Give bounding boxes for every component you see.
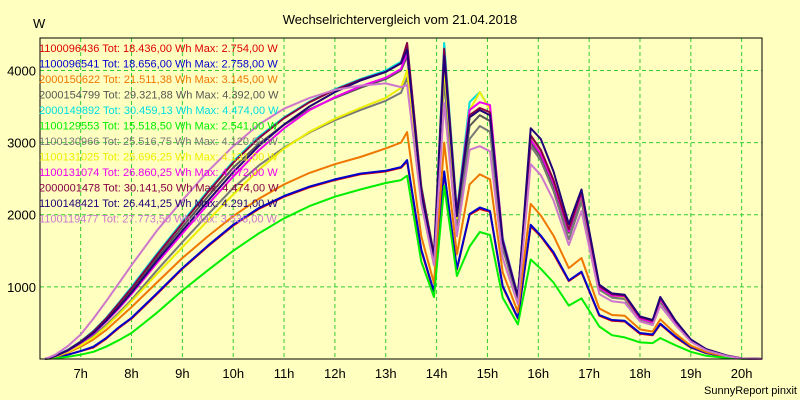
x-tick-label: 20h: [731, 366, 753, 381]
legend-entry-2000150622: 2000150622 Tot: 21.511,38 Wh Max: 3.145,…: [39, 74, 278, 86]
legend-entry-1100131025: 1100131025 Tot: 25.696,25 Wh Max: 4.131,…: [39, 152, 278, 164]
x-tick-label: 19h: [680, 366, 702, 381]
legend-entry-1100148421: 1100148421 Tot: 26.441,25 Wh Max: 4.291,…: [39, 198, 278, 210]
x-tick-label: 8h: [124, 366, 138, 381]
legend-entry-2000149892: 2000149892 Tot: 30.459,13 Wh Max: 4.474,…: [39, 105, 279, 117]
legend-entry-2000001478: 2000001478 Tot: 30.141,50 Wh Max: 4.474,…: [39, 183, 279, 195]
chart-title: Wechselrichtervergleich vom 21.04.2018: [283, 12, 518, 27]
series-line-1100096541: [44, 159, 763, 360]
x-tick-label: 10h: [222, 366, 244, 381]
legend-entry-1100096436: 1100096436 Tot: 18.436,00 Wh Max: 2.754,…: [39, 43, 278, 55]
x-tick-label: 12h: [324, 366, 346, 381]
legend-entry-1100119477: 1100119477 Tot: 27.773,50 Wh Max: 3.536,…: [39, 214, 278, 226]
x-tick-label: 18h: [629, 366, 651, 381]
x-tick-label: 7h: [73, 366, 87, 381]
y-tick-label: 1000: [7, 280, 36, 295]
series-line-1100129553: [45, 174, 763, 360]
footer-credit: SunnyReport pinxit: [704, 385, 797, 397]
series-layer: [44, 42, 763, 360]
y-tick-label: 4000: [7, 63, 36, 78]
legend-entry-1100131074: 1100131074 Tot: 26.860,25 Wh Max: 4.372,…: [39, 167, 278, 179]
x-tick-label: 15h: [477, 366, 499, 381]
x-tick-label: 9h: [175, 366, 189, 381]
y-axis-label: W: [33, 16, 46, 31]
legend-entry-1100130966: 1100130966 Tot: 25.516,75 Wh Max: 4.120,…: [39, 136, 278, 148]
x-tick-label: 16h: [527, 366, 549, 381]
y-tick-label: 2000: [7, 208, 36, 223]
legend-entry-1100129553: 1100129553 Tot: 15.518,50 Wh Max: 2.541,…: [39, 121, 278, 133]
legend-entry-2000154799: 2000154799 Tot: 29.321,88 Wh Max: 4.392,…: [39, 90, 279, 102]
y-tick-label: 3000: [7, 136, 36, 151]
x-tick-label: 11h: [274, 366, 295, 381]
axis-layer: 7h 8h 9h 10h 11h 12h 13h 14h 15h 16h 17h 18h 19h 20h 1…: [7, 37, 763, 381]
plot-frame: [39, 37, 763, 360]
legend: 1100096436 Tot: 18.436,00 Wh Max: 2.754,…: [39, 43, 279, 226]
x-tick-label: 17h: [578, 366, 600, 381]
x-tick-label: 14h: [426, 366, 448, 381]
legend-entry-1100096541: 1100096541 Tot: 18.656,00 Wh Max: 2.758,…: [39, 59, 278, 71]
x-tick-label: 13h: [375, 366, 397, 381]
series-line-2000150622: [44, 131, 763, 360]
series-line-1100148421: [44, 48, 763, 360]
series-line-1100119477: [44, 82, 763, 360]
